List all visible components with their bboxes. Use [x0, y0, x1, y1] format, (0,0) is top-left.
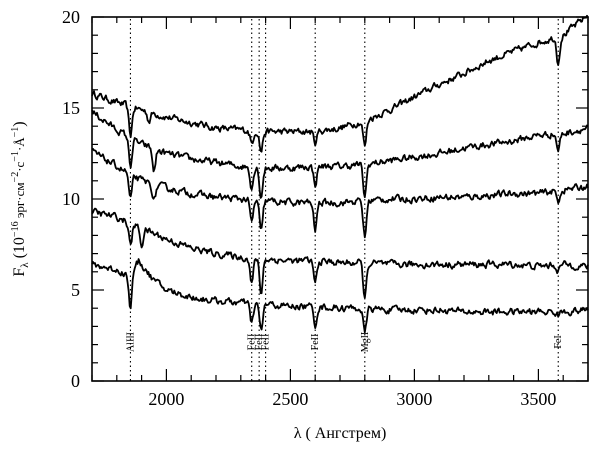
axis-ticks: 2000 2500 3000 3500 0 5 10 15 20 [62, 7, 589, 409]
marker-label: FeII [310, 334, 321, 351]
y-tick-label: 0 [71, 371, 80, 391]
marker-label: MgII [360, 332, 371, 353]
spectrum-line-1 [91, 14, 589, 153]
y-title-s-exp: −1 [10, 151, 21, 162]
x-tick-label: 2500 [272, 389, 308, 409]
y-title-end: ·Å [12, 137, 27, 151]
y-title-cm-exp: −2 [10, 172, 21, 183]
y-tick-label: 5 [71, 280, 80, 300]
y-title-main-sub: λ [19, 262, 31, 268]
spectrum-line-5 [91, 258, 589, 334]
spectrum-line-3 [91, 148, 589, 239]
x-tick-label: 3500 [520, 389, 556, 409]
y-tick-label: 10 [62, 189, 80, 209]
marker-label: FeI [553, 335, 564, 348]
y-title-main: F [11, 268, 28, 277]
y-title-close: ) [11, 121, 28, 126]
x-tick-label: 2000 [148, 389, 184, 409]
y-title-open: (10 [11, 237, 28, 262]
y-title-exp: −16 [10, 221, 21, 237]
y-title-units: эрг·см [12, 182, 27, 221]
x-axis-title: λ ( Ангстрем) [294, 425, 387, 442]
y-tick-label: 15 [62, 98, 80, 118]
plot-frame [91, 16, 589, 382]
y-title-mid: ·с [12, 161, 27, 171]
marker-label: FeII [254, 334, 265, 351]
y-tick-label: 20 [62, 7, 80, 27]
spectrum-line-2 [91, 109, 589, 199]
spectrum-line-4 [91, 207, 589, 299]
y-axis-title: Fλ (10−16 эрг·см−2·с−1·Å−1) [10, 121, 31, 276]
marker-label: FeII [247, 334, 258, 351]
y-title-a-exp: −1 [10, 127, 21, 138]
spectra-series [91, 14, 589, 334]
marker-label: AlIII [125, 332, 136, 352]
x-tick-label: 3000 [396, 389, 432, 409]
marker-label: FeII [261, 334, 272, 351]
